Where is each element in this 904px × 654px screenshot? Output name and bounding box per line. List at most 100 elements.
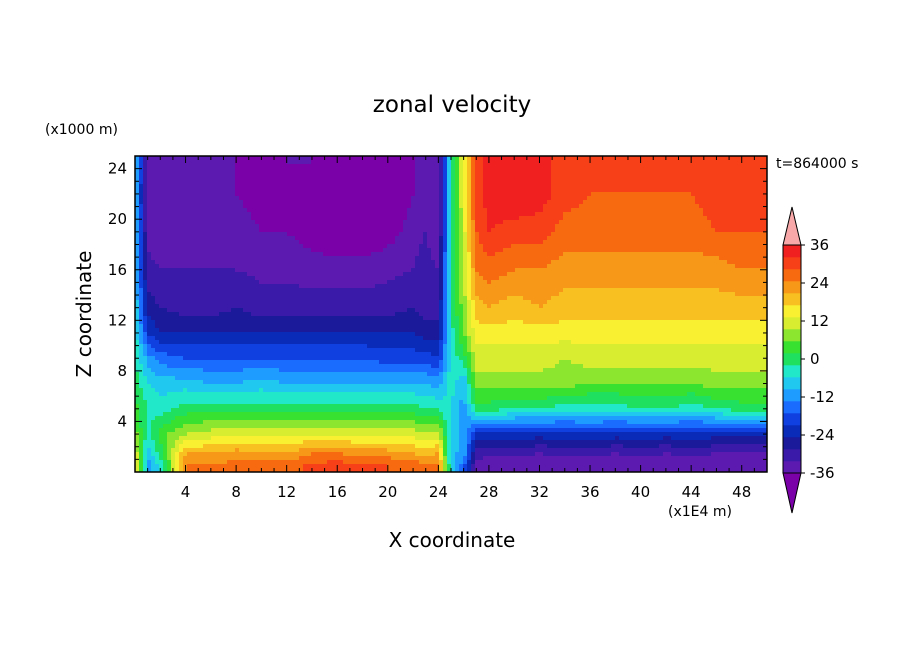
- contour-cell: [467, 324, 472, 329]
- contour-cell: [455, 256, 460, 261]
- contour-cell: [455, 216, 460, 221]
- colorbar-tick-label: 12: [810, 312, 829, 330]
- contour-cell: [475, 288, 564, 293]
- contour-cell: [143, 336, 148, 341]
- contour-cell: [143, 176, 148, 181]
- contour-cell: [471, 396, 476, 401]
- contour-cell: [455, 272, 460, 277]
- contour-cell: [447, 360, 452, 365]
- contour-cell: [139, 336, 144, 341]
- contour-cell: [135, 260, 140, 265]
- contour-cell: [135, 336, 140, 341]
- contour-cell: [423, 232, 428, 237]
- contour-cell: [559, 292, 736, 297]
- contour-cell: [143, 460, 148, 465]
- contour-cell: [155, 388, 184, 393]
- contour-cell: [467, 308, 472, 313]
- contour-cell: [143, 344, 148, 349]
- contour-cell: [443, 416, 452, 421]
- contour-cell: [443, 448, 448, 453]
- contour-cell: [471, 232, 476, 237]
- contour-cell: [147, 364, 168, 369]
- contour-cell: [431, 352, 440, 357]
- contour-cell: [167, 308, 232, 313]
- contour-cell: [147, 208, 248, 213]
- contour-cell: [447, 468, 452, 472]
- contour-cell: [139, 372, 144, 377]
- contour-cell: [455, 384, 468, 389]
- contour-cell: [431, 256, 440, 261]
- contour-cell: [443, 432, 448, 437]
- contour-cell: [187, 468, 304, 472]
- contour-cell: [487, 224, 496, 229]
- contour-cell: [619, 452, 664, 457]
- contour-cell: [451, 192, 456, 197]
- contour-cell: [467, 384, 472, 389]
- contour-cell: [475, 300, 484, 305]
- contour-cell: [439, 448, 444, 453]
- contour-cell: [147, 352, 168, 357]
- contour-cell: [451, 420, 460, 425]
- contour-cell: [151, 460, 156, 465]
- contour-cell: [451, 468, 456, 472]
- contour-cell: [439, 296, 444, 301]
- contour-cell: [163, 464, 168, 469]
- contour-cell: [443, 288, 448, 293]
- contour-cell: [495, 224, 556, 229]
- contour-cell: [147, 184, 236, 189]
- contour-cell: [147, 168, 236, 173]
- contour-cell: [471, 224, 476, 229]
- contour-cell: [439, 176, 444, 181]
- contour-cell: [459, 208, 464, 213]
- contour-cell: [443, 260, 448, 265]
- contour-cell: [147, 400, 452, 405]
- contour-cell: [443, 208, 448, 213]
- contour-cell: [467, 160, 472, 165]
- contour-cell: [471, 296, 480, 301]
- contour-cell: [443, 452, 448, 457]
- contour-cell: [451, 292, 456, 297]
- contour-cell: [551, 260, 728, 265]
- contour-cell: [423, 240, 428, 245]
- contour-cell: [439, 408, 452, 413]
- contour-cell: [439, 292, 444, 297]
- contour-cell: [183, 456, 300, 461]
- contour-cell: [299, 284, 376, 289]
- contour-cell: [475, 260, 552, 265]
- contour-cell: [147, 228, 260, 233]
- contour-cell: [247, 272, 404, 277]
- contour-cell: [415, 160, 440, 165]
- contour-cell: [447, 288, 452, 293]
- colorbar-swatch: [783, 329, 801, 342]
- contour-cell: [455, 180, 460, 185]
- contour-cell: [467, 312, 472, 317]
- contour-cell: [447, 436, 452, 441]
- contour-cell: [447, 168, 452, 173]
- contour-cell: [139, 356, 148, 361]
- contour-cell: [135, 428, 144, 433]
- contour-cell: [147, 464, 152, 469]
- contour-cell: [143, 212, 148, 217]
- contour-cell: [475, 464, 767, 469]
- contour-cell: [463, 468, 468, 472]
- contour-cell: [415, 164, 440, 169]
- contour-cell: [147, 376, 176, 381]
- contour-cell: [447, 316, 452, 321]
- contour-cell: [451, 224, 456, 229]
- contour-cell: [463, 364, 468, 369]
- contour-cell: [463, 216, 468, 221]
- colorbar-swatch: [783, 269, 801, 282]
- contour-cell: [439, 340, 444, 345]
- contour-cell: [491, 228, 556, 233]
- contour-cell: [483, 192, 552, 197]
- contour-cell: [547, 200, 584, 205]
- contour-cell: [551, 296, 767, 301]
- contour-cell: [707, 216, 767, 221]
- contour-cell: [139, 228, 144, 233]
- colorbar-swatch: [783, 245, 801, 258]
- contour-cell: [135, 340, 140, 345]
- contour-cell: [175, 468, 180, 472]
- contour-cell: [135, 220, 140, 225]
- contour-cell: [167, 436, 180, 441]
- contour-cell: [311, 160, 416, 165]
